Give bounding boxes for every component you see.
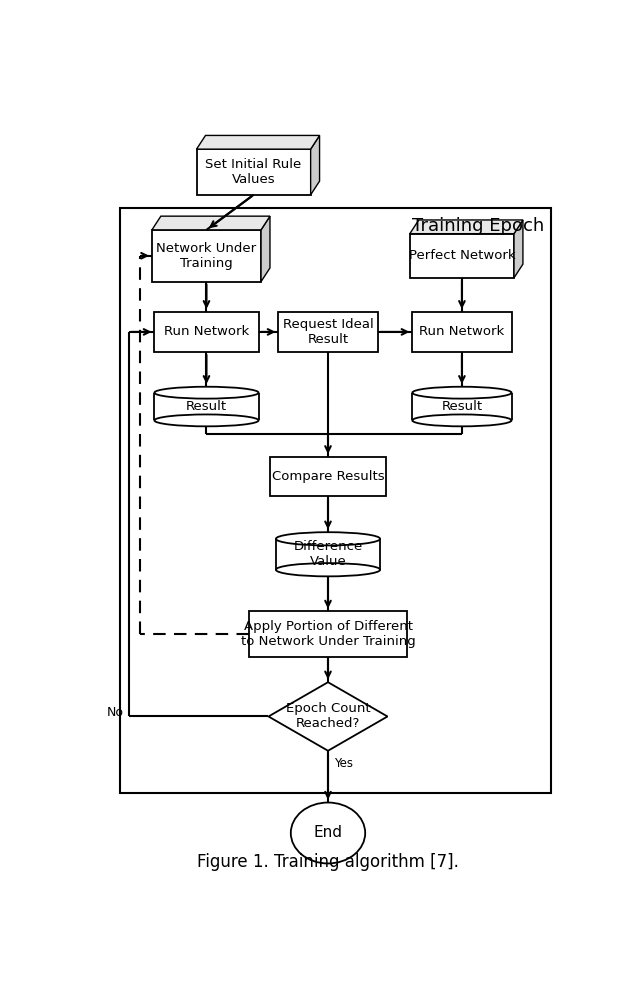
Polygon shape bbox=[261, 217, 270, 282]
Polygon shape bbox=[410, 220, 523, 233]
Ellipse shape bbox=[154, 414, 259, 426]
Text: Yes: Yes bbox=[334, 757, 353, 769]
Polygon shape bbox=[196, 149, 310, 195]
Bar bbox=[269, 457, 387, 496]
Bar bbox=[412, 393, 511, 420]
Bar bbox=[154, 393, 259, 420]
Ellipse shape bbox=[291, 802, 365, 863]
Text: Epoch Count
Reached?: Epoch Count Reached? bbox=[285, 702, 371, 731]
Polygon shape bbox=[514, 220, 523, 278]
Text: Network Under
Training: Network Under Training bbox=[156, 241, 257, 270]
Polygon shape bbox=[410, 233, 514, 278]
Ellipse shape bbox=[276, 563, 380, 577]
Text: Set Initial Rule
Values: Set Initial Rule Values bbox=[205, 158, 301, 186]
Bar bbox=[412, 312, 511, 352]
Text: No: No bbox=[107, 706, 124, 719]
Bar bbox=[154, 312, 259, 352]
Ellipse shape bbox=[412, 387, 511, 399]
Polygon shape bbox=[269, 682, 388, 751]
Text: Request Ideal
Result: Request Ideal Result bbox=[283, 317, 373, 346]
Text: Training Epoch: Training Epoch bbox=[412, 217, 544, 235]
Text: Perfect Network: Perfect Network bbox=[408, 249, 515, 262]
Bar bbox=[278, 312, 378, 352]
Bar bbox=[276, 539, 380, 570]
Text: Run Network: Run Network bbox=[419, 325, 504, 338]
Polygon shape bbox=[152, 217, 270, 229]
Text: End: End bbox=[314, 826, 342, 841]
Bar bbox=[120, 208, 551, 792]
Ellipse shape bbox=[412, 414, 511, 426]
Text: Result: Result bbox=[186, 400, 227, 413]
Text: Difference
Value: Difference Value bbox=[293, 540, 363, 569]
Text: Apply Portion of Different
to Network Under Training: Apply Portion of Different to Network Un… bbox=[241, 620, 415, 648]
Text: Figure 1. Training algorithm [7].: Figure 1. Training algorithm [7]. bbox=[197, 854, 459, 871]
Text: Run Network: Run Network bbox=[164, 325, 249, 338]
Ellipse shape bbox=[154, 387, 259, 399]
Polygon shape bbox=[310, 135, 319, 195]
Text: Compare Results: Compare Results bbox=[272, 470, 384, 483]
Text: Result: Result bbox=[442, 400, 483, 413]
Ellipse shape bbox=[276, 532, 380, 546]
Polygon shape bbox=[152, 229, 261, 282]
Bar bbox=[248, 611, 407, 657]
Polygon shape bbox=[196, 135, 319, 149]
